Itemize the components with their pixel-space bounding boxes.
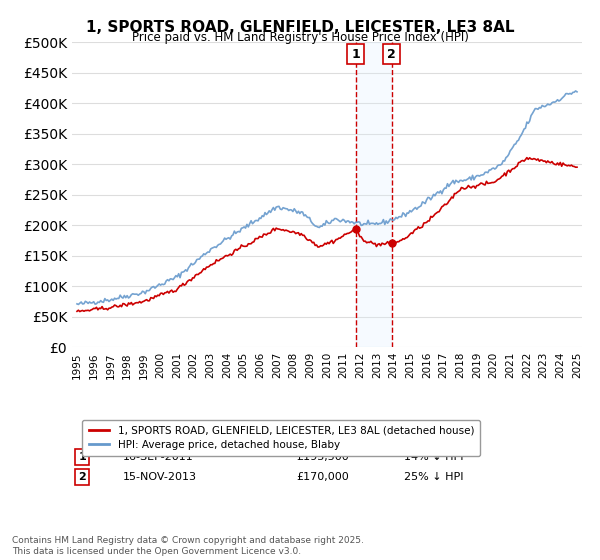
Text: 1: 1 (79, 452, 86, 462)
Legend: 1, SPORTS ROAD, GLENFIELD, LEICESTER, LE3 8AL (detached house), HPI: Average pri: 1, SPORTS ROAD, GLENFIELD, LEICESTER, LE… (82, 419, 481, 456)
Text: £193,500: £193,500 (296, 452, 349, 462)
Text: 2: 2 (387, 48, 396, 60)
Text: 25% ↓ HPI: 25% ↓ HPI (404, 472, 463, 482)
Text: 16-SEP-2011: 16-SEP-2011 (123, 452, 194, 462)
Bar (355, 42, 391, 347)
Text: £170,000: £170,000 (296, 472, 349, 482)
Text: 15-NOV-2013: 15-NOV-2013 (123, 472, 197, 482)
Text: 1: 1 (351, 48, 360, 60)
Text: 14% ↓ HPI: 14% ↓ HPI (404, 452, 463, 462)
Text: Contains HM Land Registry data © Crown copyright and database right 2025.
This d: Contains HM Land Registry data © Crown c… (12, 536, 364, 556)
Text: 1, SPORTS ROAD, GLENFIELD, LEICESTER, LE3 8AL: 1, SPORTS ROAD, GLENFIELD, LEICESTER, LE… (86, 20, 514, 35)
Text: 2: 2 (79, 472, 86, 482)
Text: Price paid vs. HM Land Registry's House Price Index (HPI): Price paid vs. HM Land Registry's House … (131, 31, 469, 44)
